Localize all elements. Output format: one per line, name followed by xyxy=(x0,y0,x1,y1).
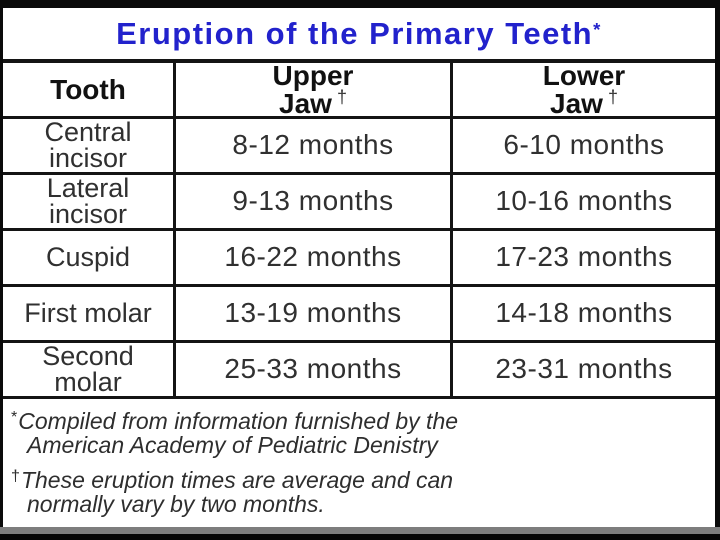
tooth-name: Cuspid xyxy=(3,231,177,288)
footnote-variance-line1: These eruption times are average and can xyxy=(20,467,454,494)
upper-jaw-value: 16-22 months xyxy=(176,231,453,288)
title-footnote-marker: * xyxy=(593,18,602,40)
lower-jaw-value: 23-31 months xyxy=(452,343,715,400)
footnotes-section: *Compiled from information furnished by … xyxy=(3,399,715,527)
header-lower-jaw: Lower Jaw † xyxy=(452,63,715,120)
table-row-second-molar: Second molar 25-33 months 23-31 months xyxy=(3,343,715,400)
tooth-name: Lateral incisor xyxy=(3,175,177,232)
footnote-variance: †These eruption times are average and ca… xyxy=(11,468,707,516)
bottom-black-bar xyxy=(0,534,720,540)
header-upper-line2: Jaw xyxy=(279,87,332,119)
header-lower-dagger-marker: † xyxy=(607,86,618,107)
tooth-name: Second molar xyxy=(3,343,177,400)
lower-jaw-value: 14-18 months xyxy=(452,287,715,344)
title-row: Eruption of the Primary Teeth* xyxy=(3,8,715,64)
upper-jaw-value: 8-12 months xyxy=(176,119,453,176)
bottom-gray-bar xyxy=(0,527,720,534)
tooth-name: First molar xyxy=(3,287,177,344)
footnote-dagger-marker: † xyxy=(11,467,20,486)
header-upper-line1: Upper xyxy=(272,63,354,91)
footnote-source-line1: Compiled from information furnished by t… xyxy=(18,408,459,435)
header-lower-line2: Jaw xyxy=(550,87,603,119)
eruption-table-slide: Eruption of the Primary Teeth* Tooth Upp… xyxy=(3,8,715,527)
header-tooth-label: Tooth xyxy=(50,73,126,105)
tooth-name: Central incisor xyxy=(3,119,177,176)
table-header-row: Tooth Upper Jaw † Lower Jaw † xyxy=(3,63,715,120)
upper-jaw-value: 9-13 months xyxy=(176,175,453,232)
header-lower-line1: Lower xyxy=(542,63,626,91)
footnote-source-line2: American Academy of Pediatric Denistry xyxy=(27,431,438,458)
lower-jaw-value: 17-23 months xyxy=(452,231,715,288)
lower-jaw-value: 6-10 months xyxy=(452,119,715,176)
footnote-variance-line2: normally vary by two months. xyxy=(27,490,325,517)
upper-jaw-value: 25-33 months xyxy=(176,343,453,400)
footnote-asterisk-marker: * xyxy=(11,408,18,427)
table-row-central-incisor: Central incisor 8-12 months 6-10 months xyxy=(3,119,715,176)
table-row-cuspid: Cuspid 16-22 months 17-23 months xyxy=(3,231,715,288)
header-tooth: Tooth xyxy=(3,63,177,120)
header-upper-jaw: Upper Jaw † xyxy=(176,63,453,120)
lower-jaw-value: 10-16 months xyxy=(452,175,715,232)
table-row-lateral-incisor: Lateral incisor 9-13 months 10-16 months xyxy=(3,175,715,232)
footnote-source: *Compiled from information furnished by … xyxy=(11,409,707,457)
page-title: Eruption of the Primary Teeth* xyxy=(116,16,602,52)
header-upper-dagger-marker: † xyxy=(336,86,347,107)
page-title-text: Eruption of the Primary Teeth xyxy=(116,15,594,51)
upper-jaw-value: 13-19 months xyxy=(176,287,453,344)
table-row-first-molar: First molar 13-19 months 14-18 months xyxy=(3,287,715,344)
